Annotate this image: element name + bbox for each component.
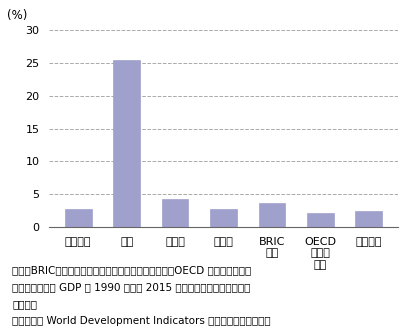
Bar: [161, 199, 188, 227]
Text: 備考：BRIC（ブラジル、ロシア、インド及び中国）、OECD 加盟国及び世界: 備考：BRIC（ブラジル、ロシア、インド及び中国）、OECD 加盟国及び世界: [12, 266, 251, 276]
Bar: [113, 59, 139, 227]
Bar: [355, 211, 381, 227]
Text: 資料：世銀 World Development Indicators から経済産業省作成。: 資料：世銀 World Development Indicators から経済産…: [12, 316, 270, 326]
Bar: [65, 209, 91, 227]
Text: の一人当たり GDP が 1990 年から 2015 年に何倍増えたかを示した: の一人当たり GDP が 1990 年から 2015 年に何倍増えたかを示した: [12, 282, 250, 292]
Bar: [258, 203, 285, 227]
Text: (%): (%): [7, 9, 28, 22]
Bar: [306, 213, 333, 227]
Bar: [210, 209, 236, 227]
Text: もの。: もの。: [12, 299, 37, 309]
